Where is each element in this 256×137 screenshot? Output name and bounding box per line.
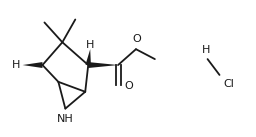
Polygon shape	[86, 49, 91, 65]
Text: O: O	[124, 81, 133, 91]
Text: O: O	[133, 34, 141, 44]
Text: H: H	[12, 60, 20, 70]
Text: H: H	[86, 40, 94, 50]
Polygon shape	[23, 62, 42, 68]
Text: H: H	[201, 45, 210, 55]
Text: Cl: Cl	[223, 79, 234, 89]
Text: NH: NH	[57, 114, 74, 124]
Polygon shape	[88, 62, 118, 68]
